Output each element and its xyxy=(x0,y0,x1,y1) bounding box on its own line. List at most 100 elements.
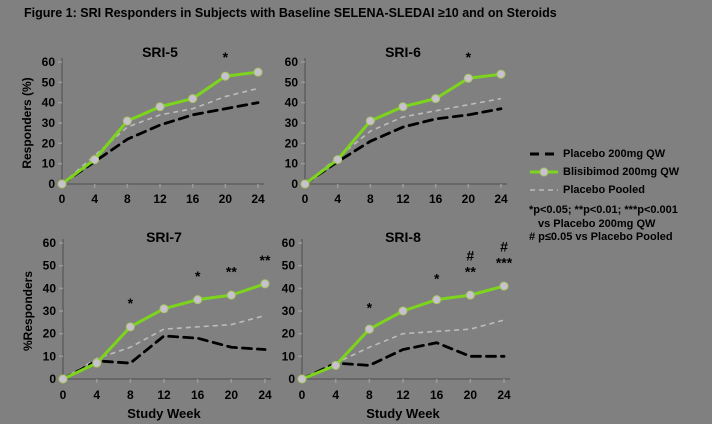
significance-annotation: * xyxy=(128,295,134,311)
blisibimod-line-sample-icon xyxy=(530,167,558,177)
y-tick-label: 60 xyxy=(42,55,56,69)
y-tick-label: 40 xyxy=(43,281,57,295)
x-tick-label: 16 xyxy=(191,388,205,402)
significance-annotation: ** xyxy=(226,263,237,279)
blisibimod-line xyxy=(61,70,259,186)
y-tick-label: 10 xyxy=(282,349,296,363)
y-tick-label: 40 xyxy=(42,96,56,110)
y-axis-label: %Responders xyxy=(21,271,35,351)
y-tick-label: 10 xyxy=(43,349,57,363)
x-tick-label: 20 xyxy=(464,388,478,402)
significance-annotation: # xyxy=(466,248,474,264)
placebo-pooled-line xyxy=(304,97,502,185)
significance-notes: *p<0.05; **p<0.01; ***p<0.001 vs Placebo… xyxy=(529,204,712,245)
x-tick-label: 8 xyxy=(367,192,374,206)
x-tick-label: 8 xyxy=(127,388,134,402)
significance-annotation: ** xyxy=(260,252,271,268)
y-tick-label: 30 xyxy=(43,304,57,318)
placebo-qw-line-sample-icon xyxy=(530,152,558,156)
x-tick-label: 12 xyxy=(153,192,167,206)
x-tick-label: 12 xyxy=(157,388,171,402)
blisibimod-marker xyxy=(331,360,341,370)
y-tick-label: 0 xyxy=(288,372,295,386)
blisibimod-marker xyxy=(463,73,473,83)
blisibimod-marker xyxy=(432,295,442,305)
y-tick-label: 60 xyxy=(43,236,57,250)
legend: Placebo 200mg QW Blisibimod 200mg QW Pla… xyxy=(529,145,712,245)
x-tick-label: 4 xyxy=(91,192,98,206)
blisibimod-marker xyxy=(90,155,100,165)
blisibimod-marker xyxy=(398,306,408,316)
blisibimod-marker xyxy=(57,179,67,189)
placebo-qw-line xyxy=(303,107,503,186)
legend-item-placebo-qw: Placebo 200mg QW xyxy=(529,145,712,163)
y-axis-label: Responders (%) xyxy=(20,77,34,168)
x-tick-label: 0 xyxy=(59,192,66,206)
x-tick-label: 24 xyxy=(494,192,508,206)
significance-note-1: *p<0.05; **p<0.01; ***p<0.001 xyxy=(529,204,678,216)
chart-sri-6: 0 10 20 30 40 50 60 0 4 8 12 16 20 24 SRI-6 * xyxy=(285,44,508,206)
significance-annotation: * xyxy=(223,49,229,65)
blisibimod-marker xyxy=(499,281,509,291)
blisibimod-marker xyxy=(92,358,102,368)
x-tick-label: 0 xyxy=(302,192,309,206)
blisibimod-marker xyxy=(58,374,68,384)
x-tick-label: 20 xyxy=(225,388,239,402)
blisibimod-marker xyxy=(122,116,132,126)
blisibimod-marker xyxy=(300,179,310,189)
y-tick-label: 0 xyxy=(48,177,55,191)
chart-title: SRI-5 xyxy=(142,44,178,60)
blisibimod-marker xyxy=(465,290,475,300)
y-tick-label: 10 xyxy=(285,157,299,171)
x-tick-label: 16 xyxy=(186,192,200,206)
legend-item-placebo-pooled: Placebo Pooled xyxy=(529,181,712,199)
placebo-pooled-line xyxy=(62,314,266,380)
x-tick-label: 24 xyxy=(251,192,265,206)
significance-annotation: # xyxy=(500,239,508,255)
x-tick-label: 24 xyxy=(497,388,511,402)
blisibimod-marker xyxy=(159,304,169,314)
blisibimod-marker xyxy=(431,94,441,104)
legend-item-blisibimod: Blisibimod 200mg QW xyxy=(529,163,712,181)
chart-title: SRI-6 xyxy=(385,44,421,60)
blisibimod-marker xyxy=(193,295,203,305)
blisibimod-marker xyxy=(297,374,307,384)
legend-label-blisibimod: Blisibimod 200mg QW xyxy=(563,166,680,178)
y-tick-label: 50 xyxy=(42,75,56,89)
blisibimod-marker xyxy=(253,67,263,77)
significance-annotation: * xyxy=(195,268,201,284)
placebo-qw-line xyxy=(300,341,506,381)
x-axis-label: Study Week xyxy=(127,406,201,421)
y-tick-label: 50 xyxy=(282,259,296,273)
x-tick-label: 8 xyxy=(366,388,373,402)
y-tick-label: 50 xyxy=(285,75,299,89)
y-tick-label: 0 xyxy=(49,372,56,386)
chart-title: SRI-8 xyxy=(385,229,421,245)
x-tick-label: 24 xyxy=(258,388,272,402)
blisibimod-marker xyxy=(188,94,198,104)
significance-annotation: * xyxy=(466,49,472,65)
blisibimod-marker xyxy=(155,102,165,112)
chart-title: SRI-7 xyxy=(146,229,182,245)
x-tick-label: 20 xyxy=(219,192,233,206)
chart-sri-8: 0 10 20 30 40 50 60 0 4 8 12 16 20 24 SRI-8 Study Week *… xyxy=(282,229,513,421)
figure-title: Figure 1: SRI Responders in Subjects wit… xyxy=(24,6,557,20)
y-tick-label: 60 xyxy=(285,55,299,69)
blisibimod-marker xyxy=(365,116,375,126)
chart-sri-7: 0 10 20 30 40 50 60 0 4 8 12 16 20 24 SRI-7 %Responders… xyxy=(21,229,272,421)
y-tick-label: 40 xyxy=(282,281,296,295)
y-tick-label: 10 xyxy=(42,157,56,171)
y-tick-label: 20 xyxy=(282,327,296,341)
y-tick-label: 0 xyxy=(291,177,298,191)
blisibimod-line xyxy=(304,72,502,186)
y-tick-label: 20 xyxy=(42,136,56,150)
chart-sri-5: 0 10 20 30 40 50 60 0 4 8 12 16 20 24 SRI-5 Responders … xyxy=(20,44,265,206)
x-tick-label: 16 xyxy=(429,192,443,206)
blisibimod-marker xyxy=(125,322,135,332)
blisibimod-marker xyxy=(496,69,506,79)
y-tick-label: 50 xyxy=(43,259,57,273)
x-tick-label: 16 xyxy=(430,388,444,402)
blisibimod-marker xyxy=(226,290,236,300)
x-tick-label: 0 xyxy=(60,388,67,402)
